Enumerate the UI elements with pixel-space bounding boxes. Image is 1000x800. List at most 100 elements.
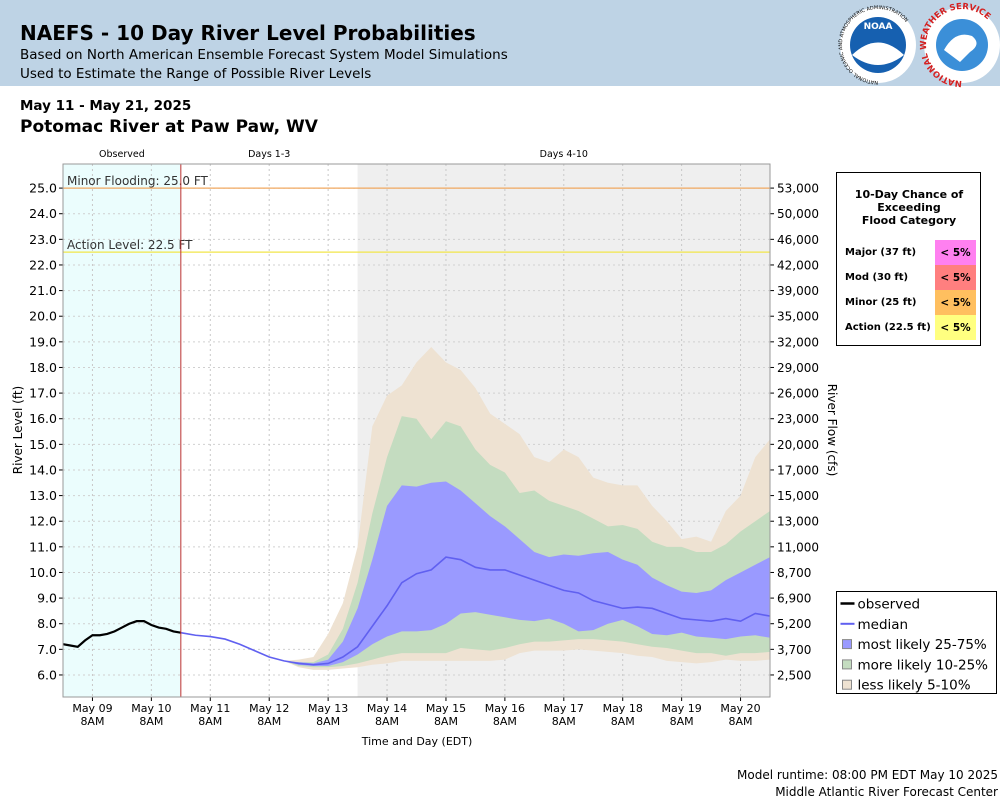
y-tick-label: 8.0 xyxy=(37,616,57,631)
chance-value: < 5% xyxy=(940,247,971,259)
y2-tick-label: 15,000 xyxy=(777,489,819,503)
page-subtitle: Used to Estimate the Range of Possible R… xyxy=(20,66,371,82)
flood-category: Minor (25 ft) xyxy=(845,297,916,308)
x-tick-label: May 17 8AM xyxy=(543,702,584,728)
y2-tick-label: 42,000 xyxy=(777,258,819,272)
logo-bird xyxy=(852,42,904,65)
y2-tick-label: 26,000 xyxy=(777,387,819,401)
y2-tick-label: 3,700 xyxy=(777,643,811,657)
y2-tick-label: 46,000 xyxy=(777,233,819,247)
x-tick-label: May 12 8AM xyxy=(249,702,290,728)
x-axis-title: Time and Day (EDT) xyxy=(361,735,473,748)
y-tick-label: 21.0 xyxy=(29,283,57,298)
x-tick-label: May 13 8AM xyxy=(308,702,349,728)
y-tick-label: 24.0 xyxy=(29,206,57,221)
legend-swatch xyxy=(842,659,852,670)
flood-category: Action (22.5 ft) xyxy=(845,322,931,333)
y-axis-title: River Level (ft) xyxy=(11,386,25,474)
y-tick-label: 15.0 xyxy=(29,437,57,452)
y2-axis-title: River Flow (cfs) xyxy=(825,384,839,477)
y2-tick-label: 35,000 xyxy=(777,310,819,324)
y-tick-label: 16.0 xyxy=(29,411,57,426)
y-tick-label: 18.0 xyxy=(29,360,57,375)
y-tick-label: 10.0 xyxy=(29,565,57,580)
noaa-logo: NOAA NATIONAL OCEANIC AND ATMOSPHERIC AD… xyxy=(838,5,916,85)
y-tick-label: 25.0 xyxy=(29,181,57,196)
runtime: Model runtime: 08:00 PM EDT May 10 2025 xyxy=(737,768,998,782)
period-label: Days 1-3 xyxy=(248,149,290,160)
threshold-label: Minor Flooding: 25.0 FT xyxy=(67,174,209,188)
x-tick-label: May 09 8AM xyxy=(72,702,113,728)
legend-swatch xyxy=(842,679,852,690)
legend-label: observed xyxy=(858,597,921,613)
x-tick-label: May 11 8AM xyxy=(190,702,231,728)
y2-tick-label: 17,000 xyxy=(777,463,819,477)
chart-title: Potomac River at Paw Paw, WV xyxy=(20,117,319,137)
legend-label: most likely 25-75% xyxy=(858,637,987,653)
forecast-center: Middle Atlantic River Forecast Center xyxy=(775,785,998,799)
page-title: NAEFS - 10 Day River Level Probabilities xyxy=(20,21,476,45)
date-range: May 11 - May 21, 2025 xyxy=(20,98,191,114)
x-tick-label: May 10 8AM xyxy=(131,702,172,728)
y2-tick-label: 20,000 xyxy=(777,438,819,452)
plot xyxy=(62,164,771,697)
series-line xyxy=(62,620,182,648)
y2-tick-label: 32,000 xyxy=(777,335,819,349)
y-tick-label: 9.0 xyxy=(37,591,57,606)
nws-logo: NATIONAL WEATHER SERVICE xyxy=(919,2,1000,88)
y2-tick-label: 2,500 xyxy=(777,668,811,682)
legend-label: less likely 5-10% xyxy=(858,678,971,694)
chance-cell xyxy=(935,290,976,315)
y-tick-label: 12.0 xyxy=(29,514,57,529)
y2-tick-label: 5,200 xyxy=(777,617,811,631)
flood-category: Mod (30 ft) xyxy=(845,272,908,283)
chance-cell xyxy=(935,240,976,265)
series-line xyxy=(180,556,771,666)
logo-text: NOAA xyxy=(864,22,893,32)
y2-tick-label: 6,900 xyxy=(777,592,811,606)
logo-cloud xyxy=(944,34,977,62)
x-tick-label: May 16 8AM xyxy=(484,702,525,728)
chance-value: < 5% xyxy=(940,272,971,284)
legend-swatch xyxy=(842,639,852,650)
y-tick-label: 23.0 xyxy=(29,232,57,247)
legend-box xyxy=(836,591,997,694)
y2-tick-label: 13,000 xyxy=(777,515,819,529)
y2-tick-label: 50,000 xyxy=(777,207,819,221)
legend-label: median xyxy=(858,617,909,633)
y2-tick-label: 29,000 xyxy=(777,361,819,375)
y-tick-label: 17.0 xyxy=(29,386,57,401)
threshold-label: Action Level: 22.5 FT xyxy=(67,238,193,252)
y-tick-label: 7.0 xyxy=(37,642,57,657)
chance-cell xyxy=(935,265,976,290)
header-band xyxy=(0,0,1000,86)
x-tick-label: May 19 8AM xyxy=(661,702,702,728)
y-tick-label: 6.0 xyxy=(37,667,57,682)
y-tick-label: 19.0 xyxy=(29,334,57,349)
period-background xyxy=(63,164,181,697)
x-tick-label: May 14 8AM xyxy=(366,702,408,728)
y2-tick-label: 8,700 xyxy=(777,566,811,580)
y2-tick-label: 53,000 xyxy=(777,182,819,196)
period-label: Observed xyxy=(99,149,145,160)
plot-frame xyxy=(62,163,771,698)
flood-table-title: 10-Day Chance of Exceeding Flood Categor… xyxy=(854,188,964,227)
y-tick-label: 20.0 xyxy=(29,309,57,324)
legend-label: more likely 10-25% xyxy=(858,657,989,673)
y2-tick-label: 11,000 xyxy=(777,540,819,554)
flood-category: Major (37 ft) xyxy=(845,247,916,258)
y-tick-label: 11.0 xyxy=(29,539,57,554)
y-tick-label: 14.0 xyxy=(29,462,57,477)
chance-cell xyxy=(935,315,976,340)
x-tick-label: May 20 8AM xyxy=(720,702,761,728)
period-label: Days 4-10 xyxy=(540,149,588,160)
y2-tick-label: 23,000 xyxy=(777,412,819,426)
chance-value: < 5% xyxy=(940,297,971,309)
x-tick-label: May 15 8AM xyxy=(425,702,467,728)
probability-band xyxy=(180,481,771,666)
chance-value: < 5% xyxy=(940,322,971,334)
y-tick-label: 13.0 xyxy=(29,488,57,503)
page-subtitle: Based on North American Ensemble Forecas… xyxy=(20,47,508,63)
